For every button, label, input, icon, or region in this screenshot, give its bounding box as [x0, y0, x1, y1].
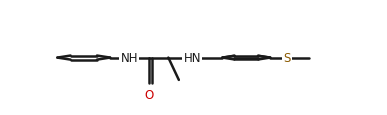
Text: NH: NH [121, 52, 138, 65]
Text: O: O [144, 88, 154, 101]
Text: S: S [283, 52, 291, 65]
Text: HN: HN [183, 52, 201, 65]
